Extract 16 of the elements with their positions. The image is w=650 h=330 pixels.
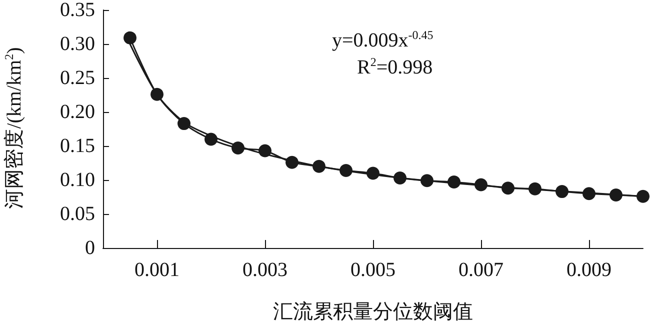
x-axis-title: 汇流累积量分位数阈值 (273, 300, 473, 325)
y-tick-label: 0.15 (60, 135, 95, 157)
y-tick-label: 0.20 (60, 101, 95, 123)
x-tick-label: 0.009 (566, 259, 612, 281)
x-tick-label: 0.003 (242, 259, 288, 281)
y-tick-label: 0.25 (60, 67, 95, 89)
x-tick-label: 0.001 (134, 259, 180, 281)
y-tick-label: 0.35 (60, 0, 95, 21)
y-tick-label: 0.30 (60, 33, 95, 55)
y-tick-label: 0.10 (60, 169, 95, 191)
x-tick-label: 0.007 (458, 259, 504, 281)
y-tick-label: 0.05 (60, 203, 95, 225)
y-tick-label: 0 (85, 237, 95, 259)
x-tick-label: 0.005 (350, 259, 396, 281)
annotation: R$^{2}$=0.998 (357, 55, 433, 80)
annotation: y=0.009x$^{-0.45}$ (332, 28, 434, 53)
